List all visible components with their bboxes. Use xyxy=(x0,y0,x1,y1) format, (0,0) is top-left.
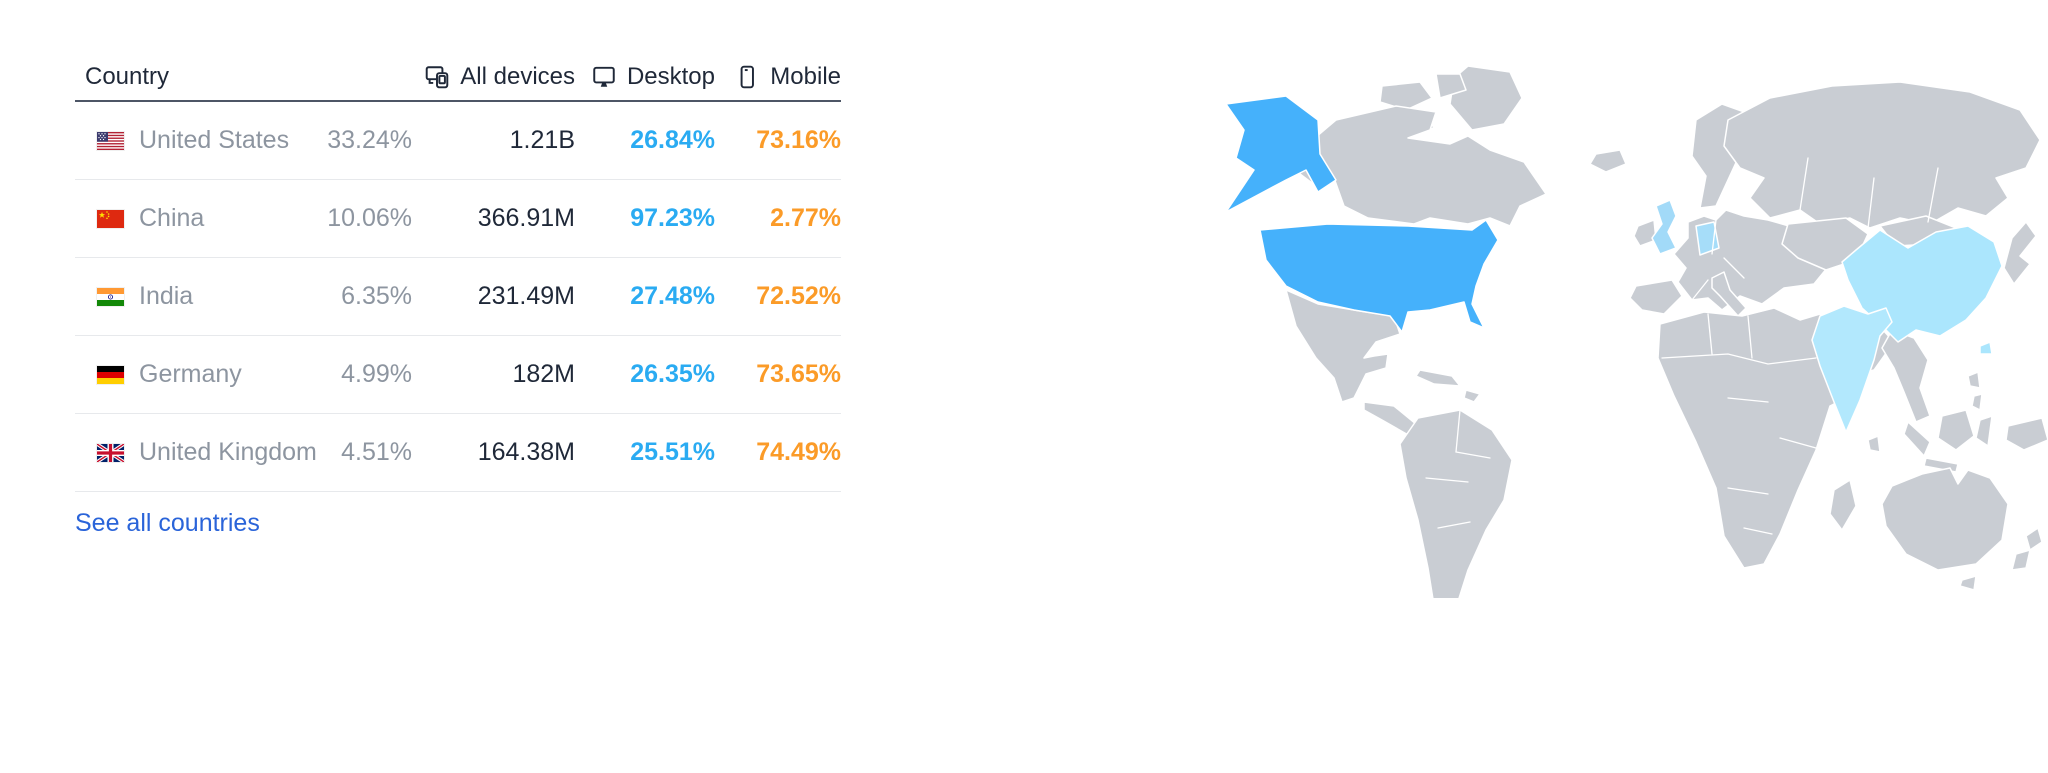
map-arctic-island xyxy=(1379,81,1433,111)
all-devices-value: 1.21B xyxy=(509,126,575,154)
world-map-svg xyxy=(1225,65,2048,647)
map-country-borders xyxy=(1799,157,1939,229)
desktop-label: Desktop xyxy=(626,63,715,90)
mobile-share-value: 73.16% xyxy=(756,126,841,154)
column-header-all-devices: All devices xyxy=(412,63,575,91)
traffic-share-value: 4.51% xyxy=(341,438,412,466)
traffic-share-value: 4.99% xyxy=(341,360,412,388)
desktop-share-value: 26.84% xyxy=(630,126,715,154)
mobile-icon xyxy=(734,64,760,90)
desktop-share-value: 25.51% xyxy=(630,438,715,466)
traffic-share-value: 6.35% xyxy=(341,282,412,310)
all-devices-label: All devices xyxy=(460,63,575,90)
map-united-states-alaska xyxy=(1225,95,1337,213)
mobile-share-value: 2.77% xyxy=(770,204,841,232)
map-sulawesi xyxy=(1975,415,1993,447)
see-all-countries-link[interactable]: See all countries xyxy=(75,509,260,537)
map-philippines xyxy=(1967,371,1981,389)
country-name: Germany xyxy=(139,360,242,388)
map-arctic-island xyxy=(1435,73,1467,99)
map-tasmania xyxy=(1959,575,1977,591)
map-united-kingdom xyxy=(1651,199,1677,255)
map-italy xyxy=(1711,271,1747,317)
mobile-share-value: 74.49% xyxy=(756,438,841,466)
desktop-icon xyxy=(591,64,617,90)
map-new-zealand xyxy=(2011,549,2031,571)
map-russia xyxy=(1723,81,2041,229)
map-country-borders xyxy=(1425,409,1491,529)
map-cuba xyxy=(1415,369,1461,387)
all-devices-value: 182M xyxy=(512,360,575,388)
map-sumatra xyxy=(1903,421,1931,457)
table-row[interactable]: Germany 4.99% 182M 26.35% 73.65% xyxy=(75,336,841,414)
table-row[interactable]: United Kingdom 4.51% 164.38M 25.51% 74.49% xyxy=(75,414,841,492)
table-body: United States 33.24% 1.21B 26.84% 73.16% Chi… xyxy=(75,102,841,492)
table-row[interactable]: India 6.35% 231.49M 27.48% 72.52% xyxy=(75,258,841,336)
map-sri-lanka xyxy=(1867,435,1881,453)
table-header: Country All devices xyxy=(75,54,841,102)
gb-flag xyxy=(97,443,124,462)
map-indochina xyxy=(1881,329,1931,423)
map-india xyxy=(1811,305,1893,433)
countries-table: Country All devices xyxy=(75,54,841,538)
column-header-country: Country xyxy=(85,63,170,90)
country-name: India xyxy=(139,282,194,310)
desktop-share-value: 27.48% xyxy=(630,282,715,310)
map-new-zealand xyxy=(2025,527,2043,551)
map-taiwan xyxy=(1979,341,1993,355)
map-borneo xyxy=(1937,409,1975,451)
map-country-borders xyxy=(1691,219,1745,301)
map-south-america xyxy=(1399,409,1513,647)
traffic-share-value: 10.06% xyxy=(327,204,412,232)
table-row[interactable]: United States 33.24% 1.21B 26.84% 73.16% xyxy=(75,102,841,180)
mobile-label: Mobile xyxy=(770,63,841,90)
map-iberia xyxy=(1629,279,1683,315)
column-header-mobile: Mobile xyxy=(715,63,841,91)
cn-flag xyxy=(97,209,124,228)
map-australia xyxy=(1881,467,2009,571)
desktop-share-value: 97.23% xyxy=(630,204,715,232)
country-name: China xyxy=(139,204,205,232)
world-map xyxy=(1168,58,2048,647)
map-new-guinea xyxy=(2005,417,2048,451)
map-central-asia xyxy=(1781,217,1869,271)
country-name: United States xyxy=(139,126,290,154)
column-header-desktop: Desktop xyxy=(575,63,715,91)
traffic-share-value: 33.24% xyxy=(327,126,412,154)
map-philippines xyxy=(1971,393,1983,411)
all-devices-icon xyxy=(424,64,450,90)
all-devices-value: 164.38M xyxy=(477,438,575,466)
map-hispaniola xyxy=(1463,389,1481,403)
map-japan xyxy=(2003,221,2037,285)
all-devices-value: 366.91M xyxy=(477,204,575,232)
desktop-share-value: 26.35% xyxy=(630,360,715,388)
map-united-states xyxy=(1259,219,1499,333)
table-row[interactable]: China 10.06% 366.91M 97.23% 2.77% xyxy=(75,180,841,258)
map-africa xyxy=(1657,307,1869,569)
all-devices-value: 231.49M xyxy=(477,282,575,310)
map-canada xyxy=(1295,105,1547,227)
map-iceland xyxy=(1589,149,1627,173)
map-country-borders xyxy=(1661,313,1817,535)
in-flag xyxy=(97,287,124,306)
map-madagascar xyxy=(1829,479,1857,531)
country-name: United Kingdom xyxy=(139,438,317,466)
mobile-share-value: 73.65% xyxy=(756,360,841,388)
de-flag xyxy=(97,365,124,384)
mobile-share-value: 72.52% xyxy=(756,282,841,310)
us-flag xyxy=(97,131,124,150)
map-ireland xyxy=(1633,219,1657,247)
